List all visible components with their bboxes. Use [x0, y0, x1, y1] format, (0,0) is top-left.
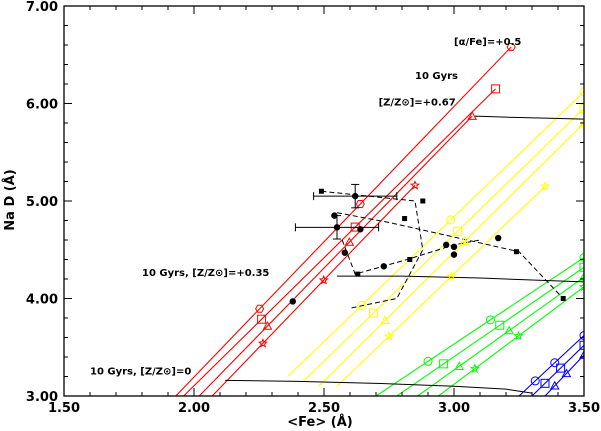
series-marker-square — [257, 314, 267, 324]
x-tick-label: 3.50 — [568, 401, 600, 416]
series-marker-triangle — [344, 237, 355, 246]
y-axis-label: Na D (Å) — [2, 169, 18, 230]
series-marker-circle — [530, 376, 540, 386]
series-line — [287, 91, 584, 377]
y-axis: 3.00 4.00 5.00 6.00 7.00 — [26, 0, 584, 405]
data-point — [341, 249, 348, 256]
series-marker-circle — [423, 356, 433, 366]
data-point — [289, 298, 296, 305]
series-marker-hexagon — [355, 200, 365, 208]
series-marker-star — [257, 338, 268, 348]
data-point-small — [407, 257, 413, 262]
series-marker-triangle — [561, 368, 572, 378]
annotation-alpha-fe: [α/Fe]=+0.5 — [454, 37, 521, 48]
series-line — [183, 88, 496, 396]
dashed-curve — [336, 212, 564, 299]
series-marker-square — [579, 340, 584, 350]
series-line — [396, 266, 584, 396]
data-point-small — [318, 188, 324, 194]
series-marker-triangle — [579, 350, 584, 359]
data-point — [357, 226, 364, 233]
data-point — [380, 263, 387, 270]
metallicity-curve — [225, 379, 533, 394]
series-marker-triangle — [459, 236, 470, 246]
series-marker-triangle — [467, 111, 478, 120]
series-marker-square — [579, 103, 584, 113]
y-tick-label: 5.00 — [26, 195, 58, 210]
series-marker-triangle — [454, 361, 465, 370]
series-line — [211, 185, 416, 396]
x-tick-label: 2.50 — [308, 401, 340, 416]
series-marker-square — [453, 226, 463, 236]
series-marker-hexagon — [506, 42, 516, 51]
series-marker-star — [409, 180, 421, 190]
series-line — [417, 276, 584, 396]
y-tick-label: 3.00 — [26, 390, 58, 405]
dashed-curve — [321, 190, 424, 309]
series-marker-triangle — [262, 321, 273, 330]
x-tick-label: 1.50 — [48, 401, 80, 416]
plot-points — [255, 42, 584, 390]
series-marker-square — [368, 308, 378, 318]
series-marker-circle — [446, 215, 456, 225]
series-marker-circle — [485, 315, 495, 325]
annotations: [α/Fe]=+0.5 10 Gyrs [Z/Z⊙]=+0.67 10 Gyrs, [… — [90, 37, 521, 378]
y-tick-label: 4.00 — [26, 293, 58, 308]
annotation-z-solar: 10 Gyrs, [Z/Z⊙]=0 — [90, 367, 191, 378]
data-point-small — [513, 249, 519, 255]
data-point — [331, 212, 338, 219]
data-point — [450, 243, 458, 251]
series-marker-star — [446, 271, 457, 281]
y-tick-label: 7.00 — [26, 0, 58, 15]
y-tick-label: 6.00 — [26, 98, 58, 113]
metallicity-curve — [474, 115, 584, 120]
series-marker-circle — [579, 87, 584, 97]
data-point — [450, 251, 458, 258]
series-marker-star — [469, 363, 480, 373]
series-marker-circle — [579, 253, 584, 263]
series-line — [336, 185, 546, 387]
series-marker-star — [513, 330, 524, 341]
x-axis: 1.50 2.00 2.50 3.00 3.50 — [48, 6, 600, 416]
x-tick-label: 2.00 — [178, 401, 210, 416]
data-point-small — [560, 296, 566, 301]
series-marker-triangle — [380, 315, 390, 325]
series-marker-circle — [550, 358, 560, 368]
series-marker-star — [578, 281, 584, 292]
x-tick-label: 3.00 — [438, 401, 470, 416]
data-point — [443, 241, 450, 249]
dashed-curve — [341, 239, 481, 275]
series-marker-square — [495, 320, 505, 330]
x-axis-label: <Fe> (Å) — [287, 414, 352, 430]
series-marker-hexagon — [255, 304, 265, 313]
annotation-z-mid: 10 Gyrs, [Z/Z⊙]=+0.35 — [142, 268, 269, 279]
metallicity-curve — [337, 275, 584, 283]
data-point — [333, 224, 341, 231]
series-marker-square — [439, 359, 449, 369]
series-line — [438, 286, 584, 396]
data-point — [495, 234, 502, 242]
series-marker-square — [491, 84, 501, 94]
series-marker-star — [318, 274, 329, 285]
data-point-small — [355, 271, 361, 277]
data-point-small — [420, 198, 426, 204]
series-marker-square — [556, 363, 566, 373]
annotation-age-high: 10 Gyrs — [415, 71, 458, 82]
series-marker-triangle — [549, 380, 560, 390]
series-marker-triangle — [504, 325, 514, 335]
data-point-small — [402, 216, 408, 222]
series-marker-circle — [579, 331, 584, 341]
series-marker-circle — [357, 300, 367, 310]
annotation-z-high: [Z/Z⊙]=+0.67 — [379, 97, 456, 108]
series-marker-square — [579, 262, 584, 272]
series-marker-star — [539, 181, 551, 191]
series-marker-square — [540, 378, 550, 388]
data-point — [352, 192, 359, 200]
series-marker-triangle — [579, 272, 584, 281]
series-line — [198, 115, 473, 396]
series-line — [175, 46, 512, 396]
series-marker-star — [383, 330, 395, 341]
